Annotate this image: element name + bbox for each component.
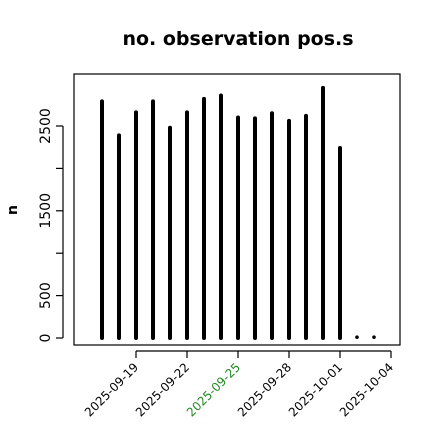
y-axis: 0 500 1500 2500	[38, 108, 64, 343]
plot-frame	[73, 73, 401, 346]
bar	[372, 335, 376, 339]
bars	[100, 85, 376, 340]
y-tick-label: 500	[38, 282, 54, 309]
x-tick-label: 2025-10-04	[337, 360, 396, 419]
x-tick-label: 2025-10-01	[286, 360, 345, 419]
y-tick-label: 2500	[38, 108, 54, 144]
y-tick-label: 1500	[38, 193, 54, 229]
x-axis: 2025-09-192025-09-222025-09-252025-09-28…	[82, 350, 396, 419]
y-tick-label: 0	[38, 334, 54, 343]
y-axis-label: n	[5, 205, 21, 215]
x-tick-label: 2025-09-25	[184, 360, 243, 419]
x-tick-label: 2025-09-28	[235, 360, 294, 419]
x-tick-label: 2025-09-22	[133, 360, 192, 419]
bar	[355, 335, 359, 339]
x-tick-label: 2025-09-19	[82, 360, 141, 419]
chart-title: no. observation pos.s	[122, 28, 353, 50]
